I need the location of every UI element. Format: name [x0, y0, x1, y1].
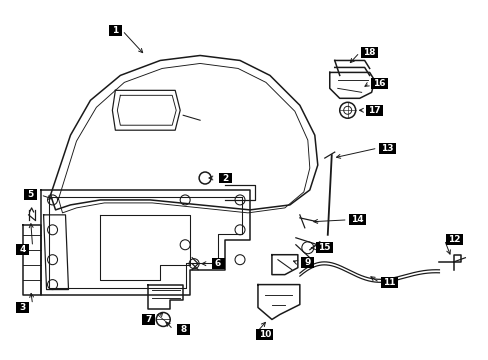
Text: 16: 16: [373, 79, 385, 88]
Text: 7: 7: [145, 315, 151, 324]
FancyBboxPatch shape: [348, 214, 366, 225]
FancyBboxPatch shape: [142, 314, 154, 325]
FancyBboxPatch shape: [378, 143, 395, 154]
Text: 10: 10: [258, 330, 270, 339]
FancyBboxPatch shape: [256, 329, 273, 340]
Text: 9: 9: [304, 258, 310, 267]
Text: 18: 18: [363, 48, 375, 57]
Text: 8: 8: [180, 325, 186, 334]
Text: 13: 13: [381, 144, 393, 153]
FancyBboxPatch shape: [16, 244, 29, 255]
Text: 12: 12: [447, 235, 460, 244]
Text: 15: 15: [318, 243, 330, 252]
FancyBboxPatch shape: [109, 25, 122, 36]
Text: 1: 1: [112, 26, 118, 35]
FancyBboxPatch shape: [380, 277, 397, 288]
FancyBboxPatch shape: [24, 189, 37, 201]
Text: 11: 11: [383, 278, 395, 287]
Text: 6: 6: [215, 259, 221, 268]
Text: 4: 4: [20, 245, 26, 254]
FancyBboxPatch shape: [211, 258, 224, 269]
FancyBboxPatch shape: [316, 242, 332, 253]
FancyBboxPatch shape: [445, 234, 462, 245]
FancyBboxPatch shape: [366, 105, 382, 116]
Text: 14: 14: [351, 215, 363, 224]
Text: 17: 17: [367, 106, 380, 115]
Text: 3: 3: [20, 303, 26, 312]
FancyBboxPatch shape: [370, 78, 387, 89]
FancyBboxPatch shape: [176, 324, 189, 335]
FancyBboxPatch shape: [361, 47, 377, 58]
FancyBboxPatch shape: [301, 257, 314, 268]
FancyBboxPatch shape: [218, 172, 231, 184]
Text: 2: 2: [222, 174, 228, 183]
FancyBboxPatch shape: [16, 302, 29, 313]
Text: 5: 5: [27, 190, 34, 199]
